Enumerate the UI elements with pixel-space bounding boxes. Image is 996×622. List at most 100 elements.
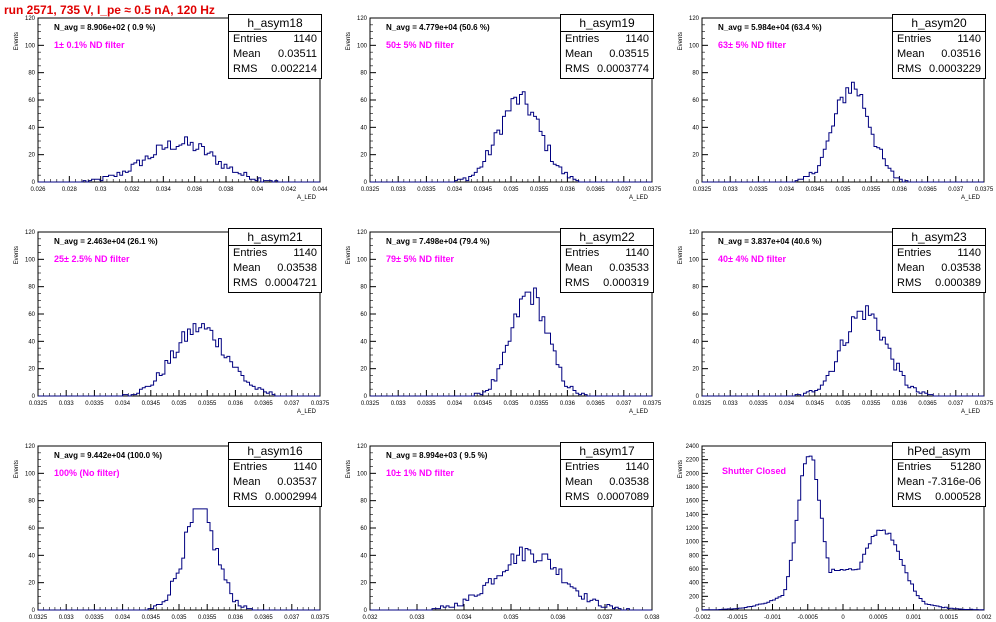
histogram-bars — [701, 455, 985, 611]
x-tick-label: 0.034 — [447, 401, 463, 407]
x-tick-label: 0.037 — [948, 187, 964, 193]
filter-label: 1± 0.1% ND filter — [54, 40, 125, 50]
x-tick-label: 0.042 — [281, 187, 297, 193]
y-tick-label: 60 — [360, 526, 367, 532]
x-tick-label: 0.0335 — [85, 401, 104, 407]
histogram-bars — [702, 305, 984, 397]
x-tick-label: 0.0355 — [862, 187, 881, 193]
x-axis-title: A_LED — [297, 195, 317, 201]
histogram-bars — [38, 508, 320, 611]
x-tick-label: 0.034 — [447, 187, 463, 193]
stat-box-title: h_asym23 — [892, 228, 986, 246]
y-tick-label: 120 — [357, 444, 368, 450]
y-tick-label: 1600 — [686, 499, 700, 505]
stat-row-entries: Entries 1140 — [229, 32, 321, 47]
navg-label: N_avg = 8.906e+02 ( 0.9 %) — [54, 23, 156, 32]
y-tick-label: 1400 — [686, 512, 700, 518]
x-tick-label: 0.035 — [171, 401, 187, 407]
y-tick-label: 120 — [689, 230, 700, 236]
stat-value: 0.0004721 — [265, 277, 317, 289]
y-tick-label: 100 — [357, 471, 368, 477]
x-tick-label: 0.032 — [124, 187, 140, 193]
stat-value: 0.03516 — [941, 48, 981, 60]
y-tick-label: 80 — [360, 285, 367, 291]
navg-label: N_avg = 4.779e+04 (50.6 %) — [386, 23, 490, 32]
stat-box-title: h_asym16 — [228, 442, 322, 460]
x-tick-label: 0.0375 — [643, 187, 662, 193]
navg-label: N_avg = 9.442e+04 (100.0 %) — [54, 451, 163, 460]
y-axis-title: Events — [678, 460, 684, 478]
x-tick-label: 0.0365 — [586, 401, 605, 407]
x-tick-label: 0.0345 — [474, 187, 493, 193]
x-tick-label: 0.036 — [560, 401, 576, 407]
stat-row-mean: Mean 0.03533 — [561, 261, 653, 276]
histogram-panel-h_asym18 — [37, 17, 321, 183]
x-tick-label: 0.0345 — [142, 615, 161, 621]
stat-row-mean: Mean 0.03538 — [229, 261, 321, 276]
filter-label: 25± 2.5% ND filter — [54, 254, 130, 264]
y-axis-title: Events — [14, 32, 20, 50]
x-tick-label: 0.0325 — [693, 401, 712, 407]
x-tick-label: 0.034 — [115, 401, 131, 407]
y-tick-label: 40 — [28, 125, 35, 131]
stat-value: 1140 — [625, 461, 649, 473]
x-tick-label: 0.0345 — [474, 401, 493, 407]
x-tick-label: 0.033 — [59, 615, 75, 621]
x-tick-label: 0.036 — [892, 187, 908, 193]
stat-box: Entries 1140 Mean 0.03516 RMS 0.0003229 — [892, 31, 986, 79]
x-tick-label: 0.034 — [779, 401, 795, 407]
stat-value: 1140 — [625, 33, 649, 45]
stat-row-rms: RMS 0.000319 — [561, 276, 653, 291]
stat-row-entries: Entries 1140 — [229, 460, 321, 475]
x-tick-label: 0.0365 — [918, 187, 937, 193]
stat-box-title: h_asym19 — [560, 14, 654, 32]
navg-label: N_avg = 2.463e+04 (26.1 %) — [54, 237, 158, 246]
y-tick-label: 60 — [28, 312, 35, 318]
x-tick-label: 0.033 — [723, 187, 739, 193]
y-tick-label: 0 — [696, 394, 700, 400]
x-tick-label: 0.0365 — [586, 187, 605, 193]
y-tick-label: 60 — [692, 312, 699, 318]
stat-value: 0.0003229 — [929, 63, 981, 75]
y-tick-label: 120 — [25, 230, 36, 236]
histogram-panel-h_asym19 — [369, 17, 653, 183]
x-tick-label: 0.032 — [362, 615, 378, 621]
y-tick-label: 20 — [692, 153, 699, 159]
y-tick-label: 0 — [32, 180, 36, 186]
x-tick-label: 0.04 — [251, 187, 263, 193]
stat-label: Mean — [565, 48, 593, 60]
filter-label: Shutter Closed — [722, 466, 787, 476]
stat-row-rms: RMS 0.000389 — [893, 276, 985, 291]
y-tick-label: 1800 — [686, 485, 700, 491]
x-tick-label: 0.0375 — [311, 401, 330, 407]
x-tick-label: 0.0325 — [29, 615, 48, 621]
x-tick-label: 0.033 — [391, 187, 407, 193]
stat-row-rms: RMS 0.0007089 — [561, 490, 653, 505]
y-tick-label: 100 — [357, 43, 368, 49]
stat-label: Entries — [233, 33, 268, 45]
filter-label: 50± 5% ND filter — [386, 40, 454, 50]
histogram-panel-h_asym20 — [701, 17, 985, 183]
y-tick-label: 20 — [28, 367, 35, 373]
x-tick-label: 0.0005 — [869, 615, 888, 621]
x-tick-label: 0.037 — [284, 401, 300, 407]
x-tick-label: -0.0015 — [727, 615, 748, 621]
x-tick-label: -0.0005 — [798, 615, 819, 621]
y-tick-label: 80 — [28, 285, 35, 291]
y-tick-label: 2400 — [686, 444, 700, 450]
x-tick-label: 0.0015 — [940, 615, 959, 621]
stat-row-mean: Mean 0.03511 — [229, 47, 321, 62]
x-tick-label: 0.0365 — [254, 615, 273, 621]
stat-row-entries: Entries 1140 — [893, 246, 985, 261]
stat-label: Mean — [565, 262, 593, 274]
navg-label: N_avg = 5.984e+04 (63.4 %) — [718, 23, 822, 32]
stat-label: Entries — [233, 461, 268, 473]
stat-row-entries: Entries 1140 — [561, 460, 653, 475]
y-tick-label: 0 — [364, 180, 368, 186]
stat-value: 1140 — [293, 461, 317, 473]
stat-box: Entries 1140 Mean 0.03537 RMS 0.0002994 — [228, 459, 322, 507]
stat-value: 0.03533 — [609, 262, 649, 274]
stat-label: Entries — [897, 461, 932, 473]
y-axis-title: Events — [346, 460, 352, 478]
